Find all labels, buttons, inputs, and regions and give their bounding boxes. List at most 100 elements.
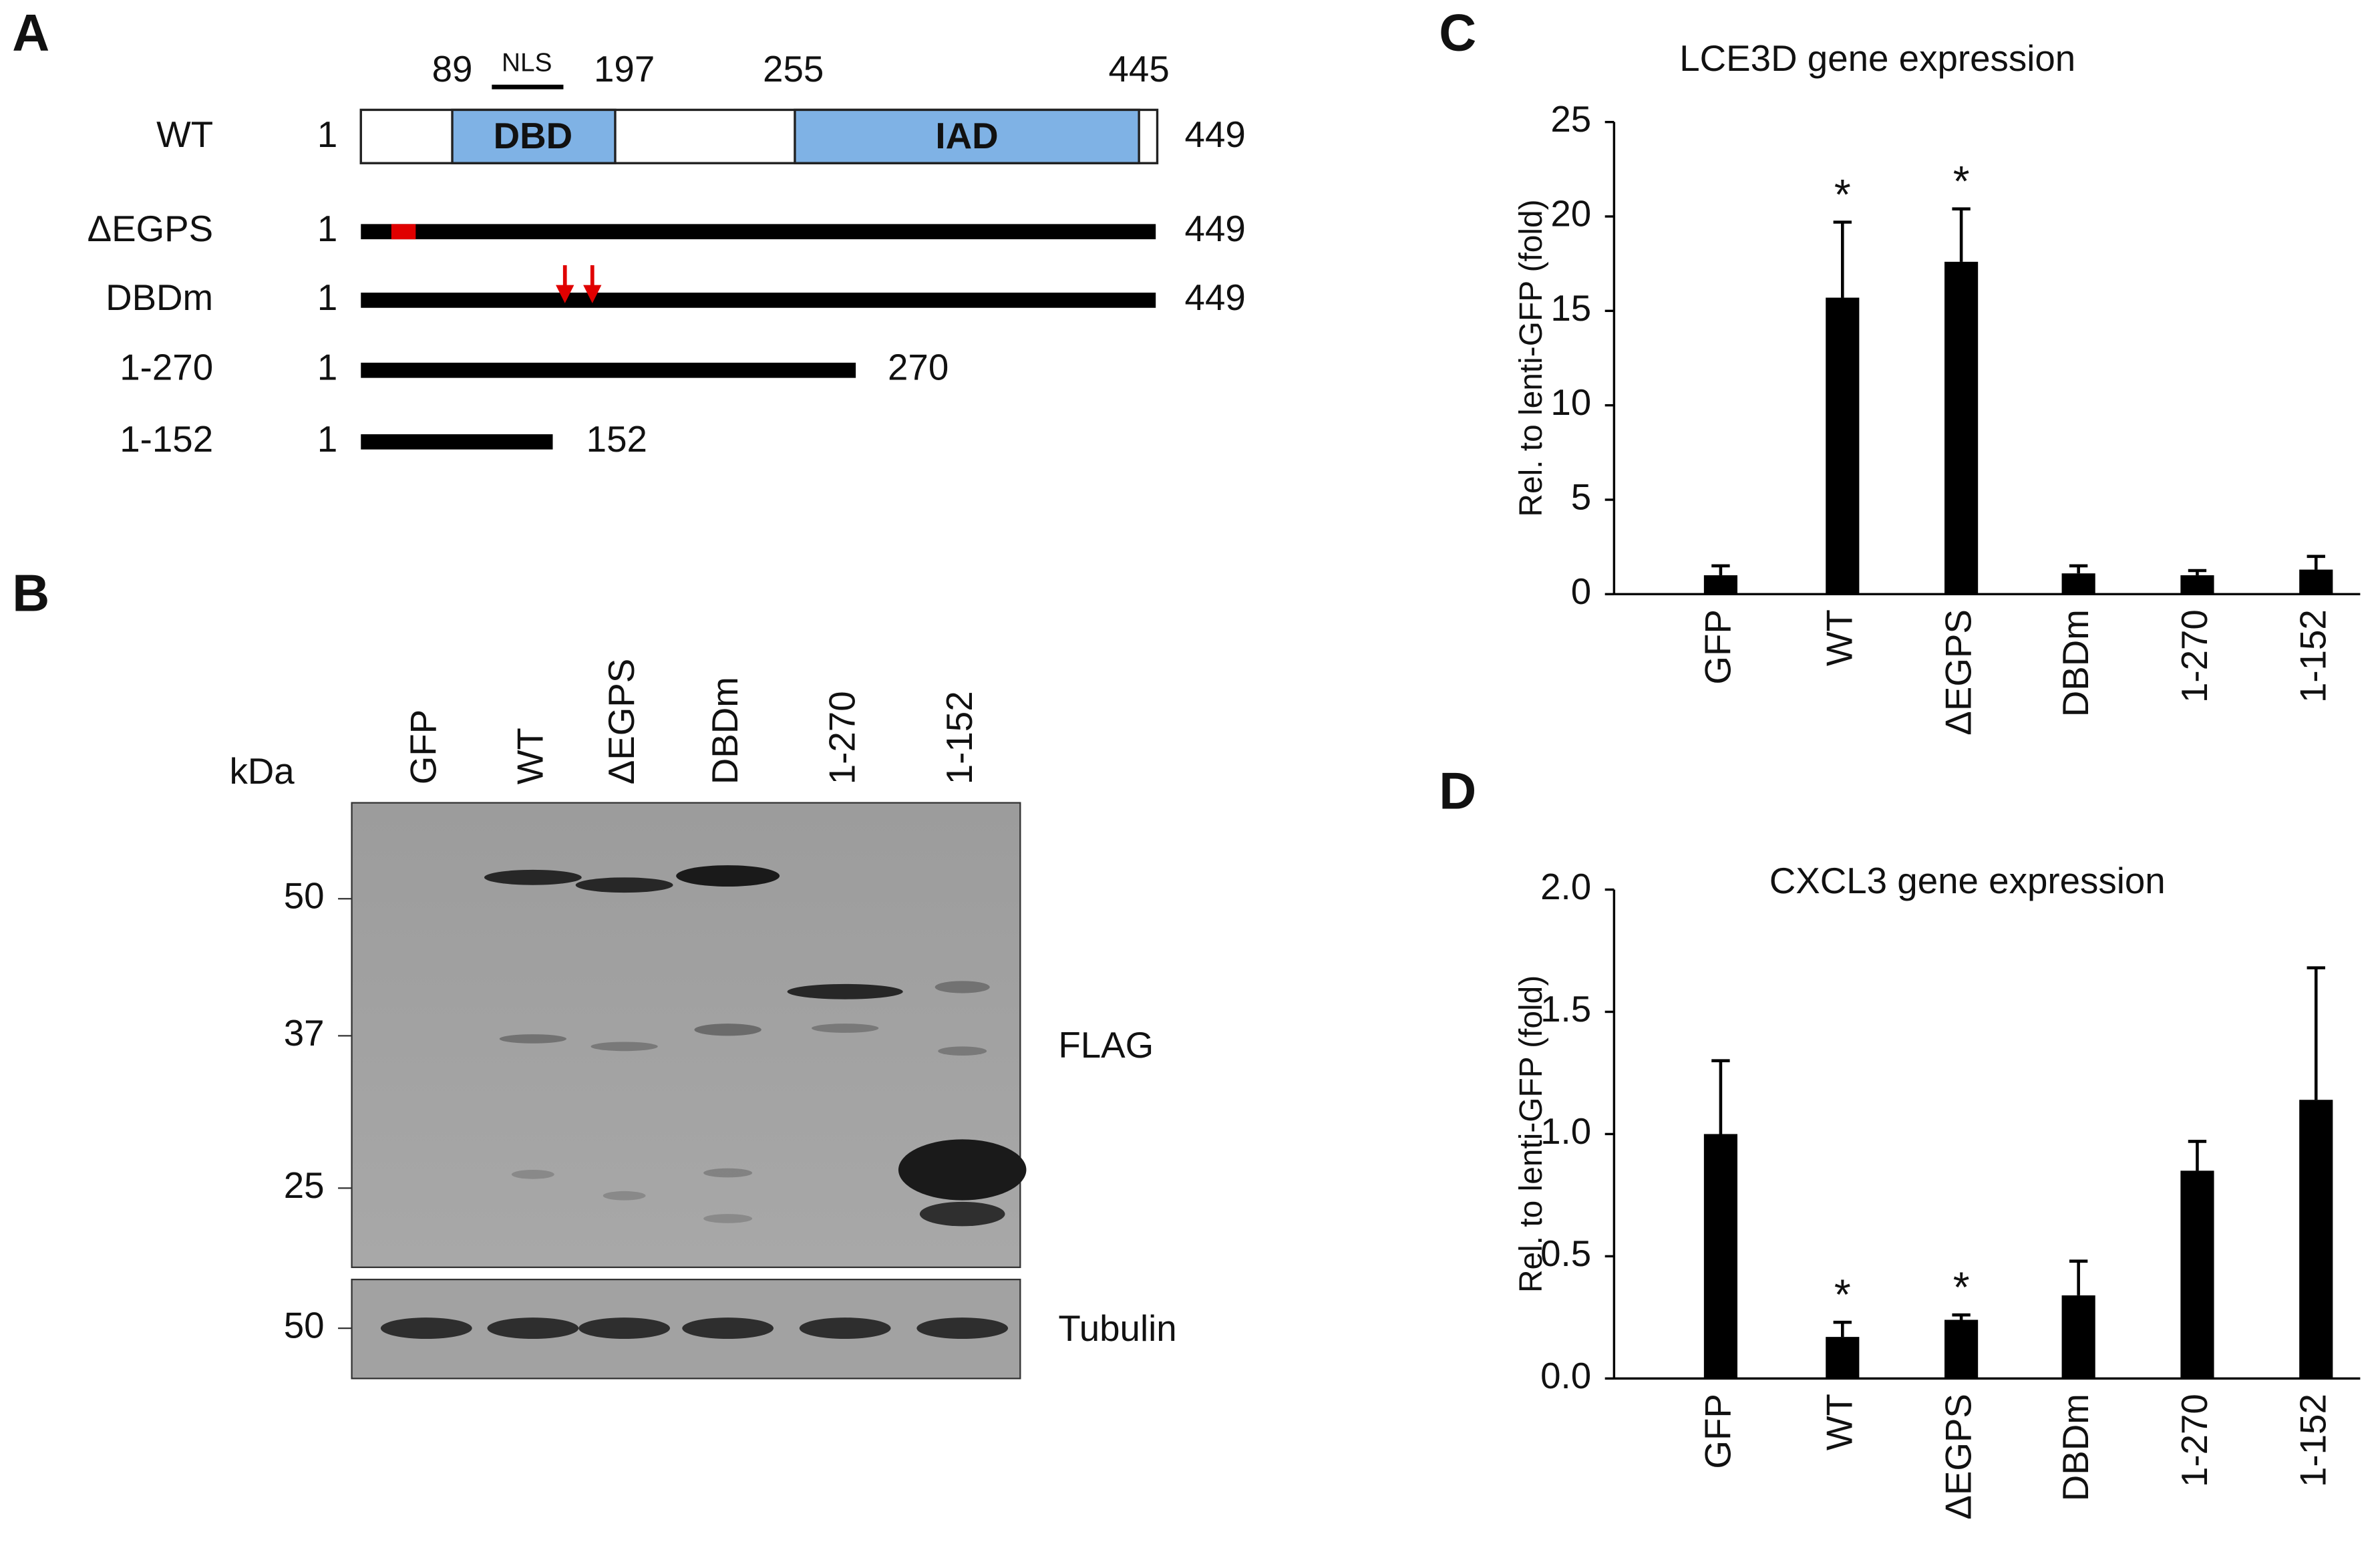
error-bar <box>1833 1320 1852 1338</box>
bar <box>1703 1134 1738 1379</box>
marker-label: 25 <box>284 1164 325 1206</box>
deletion-mark <box>391 224 416 240</box>
y-tick-label: 0 <box>1571 571 1591 612</box>
band <box>694 1024 761 1036</box>
bar <box>2299 1100 2333 1379</box>
x-tick-label: ΔEGPS <box>1938 1394 1979 1520</box>
bar <box>2061 1295 2095 1379</box>
band <box>499 1034 567 1044</box>
construct-start: 1 <box>317 277 337 318</box>
error-bar <box>1711 564 1730 576</box>
x-tick-label: WT <box>1819 609 1860 666</box>
x-tick-label: DBDm <box>2055 1394 2096 1501</box>
tubulin-band <box>682 1317 774 1340</box>
bar <box>1944 1319 1979 1379</box>
dbd-box <box>451 108 617 164</box>
error-bar <box>2188 569 2207 576</box>
band <box>787 983 903 999</box>
construct-start: 1 <box>317 114 337 155</box>
x-tick-label: 1-152 <box>2292 1394 2334 1487</box>
blot-label: Tubulin <box>1058 1307 1176 1349</box>
y-tick-label: 2.0 <box>1540 866 1591 907</box>
construct-end: 449 <box>1185 114 1246 155</box>
domain-label: IAD <box>935 115 998 156</box>
mutation-arrowhead <box>583 285 602 303</box>
x-tick-label: 1-270 <box>2174 1394 2215 1487</box>
tubulin-band <box>578 1317 671 1340</box>
error-bar <box>2069 1259 2088 1295</box>
band <box>812 1024 879 1033</box>
panel-label: A <box>12 4 49 61</box>
y-tick-label: 25 <box>1550 98 1591 140</box>
y-axis-label: Rel. to lenti-GFP (fold) <box>1514 975 1549 1293</box>
error-bar <box>1833 220 1852 298</box>
mutation-arrowhead <box>556 285 574 303</box>
lane-label: 1-152 <box>939 691 980 784</box>
x-tick-label: GFP <box>1697 609 1738 684</box>
construct-end: 449 <box>1185 208 1246 249</box>
y-tick-label: 1.5 <box>1540 988 1591 1030</box>
chart-title: CXCL3 gene expression <box>1769 860 2166 901</box>
band <box>590 1042 658 1052</box>
panel-label: B <box>12 565 49 622</box>
error-bar <box>1711 1059 1730 1134</box>
iad-box <box>794 108 1140 164</box>
band <box>919 1201 1005 1227</box>
band <box>703 1214 753 1223</box>
band <box>511 1170 554 1179</box>
tubulin-band <box>380 1317 472 1340</box>
construct-start: 1 <box>317 208 337 249</box>
y-tick-label: 1.0 <box>1540 1110 1591 1152</box>
error-bar <box>2307 966 2325 1100</box>
lane-label: ΔEGPS <box>601 659 642 785</box>
error-bar <box>1952 207 1971 262</box>
lane-label: WT <box>509 728 550 784</box>
band <box>703 1168 753 1178</box>
position-label: 445 <box>1108 48 1169 90</box>
band <box>938 1046 987 1056</box>
construct-end: 449 <box>1185 277 1246 318</box>
x-tick-label: WT <box>1819 1394 1860 1450</box>
band <box>603 1191 646 1201</box>
construct-start: 1 <box>317 347 337 388</box>
construct-name: WT <box>156 114 213 155</box>
bar <box>2061 573 2095 595</box>
y-axis-label: Rel. to lenti-GFP (fold) <box>1514 199 1549 516</box>
y-tick-label: 0.0 <box>1540 1355 1591 1396</box>
lane-label: GFP <box>403 710 444 784</box>
lane-label: 1-270 <box>822 691 863 784</box>
marker-label: 37 <box>284 1012 325 1054</box>
unit-label: kDa <box>229 750 295 792</box>
construct-name: 1-152 <box>120 418 213 460</box>
error-bar <box>1952 1313 1971 1320</box>
position-label: 255 <box>763 48 824 90</box>
tubulin-band <box>916 1317 1009 1340</box>
bar <box>2180 575 2214 595</box>
construct-start: 1 <box>317 418 337 460</box>
tubulin-band <box>799 1317 891 1340</box>
y-tick-label: 10 <box>1550 381 1591 423</box>
bar <box>1703 575 1738 595</box>
x-tick-label: 1-270 <box>2174 609 2215 703</box>
band <box>934 981 990 993</box>
bar <box>2180 1170 2214 1379</box>
y-tick-label: 15 <box>1550 287 1591 329</box>
construct-end: 152 <box>586 418 647 460</box>
construct-name: DBDm <box>106 277 213 318</box>
blot-label: FLAG <box>1058 1024 1154 1066</box>
x-tick-label: GFP <box>1697 1394 1738 1468</box>
bar <box>2299 569 2333 595</box>
panel-label: D <box>1439 763 1476 820</box>
significance-marker: * <box>1953 1263 1970 1311</box>
x-tick-label: 1-152 <box>2292 609 2334 703</box>
band <box>575 877 673 893</box>
construct-name: 1-270 <box>120 347 213 388</box>
x-tick-label: DBDm <box>2055 609 2096 717</box>
bar <box>1944 261 1979 595</box>
bar <box>1826 297 1860 595</box>
domain-label: DBD <box>494 115 573 156</box>
position-label: 89 <box>432 48 473 90</box>
marker-label: 50 <box>284 1305 325 1346</box>
